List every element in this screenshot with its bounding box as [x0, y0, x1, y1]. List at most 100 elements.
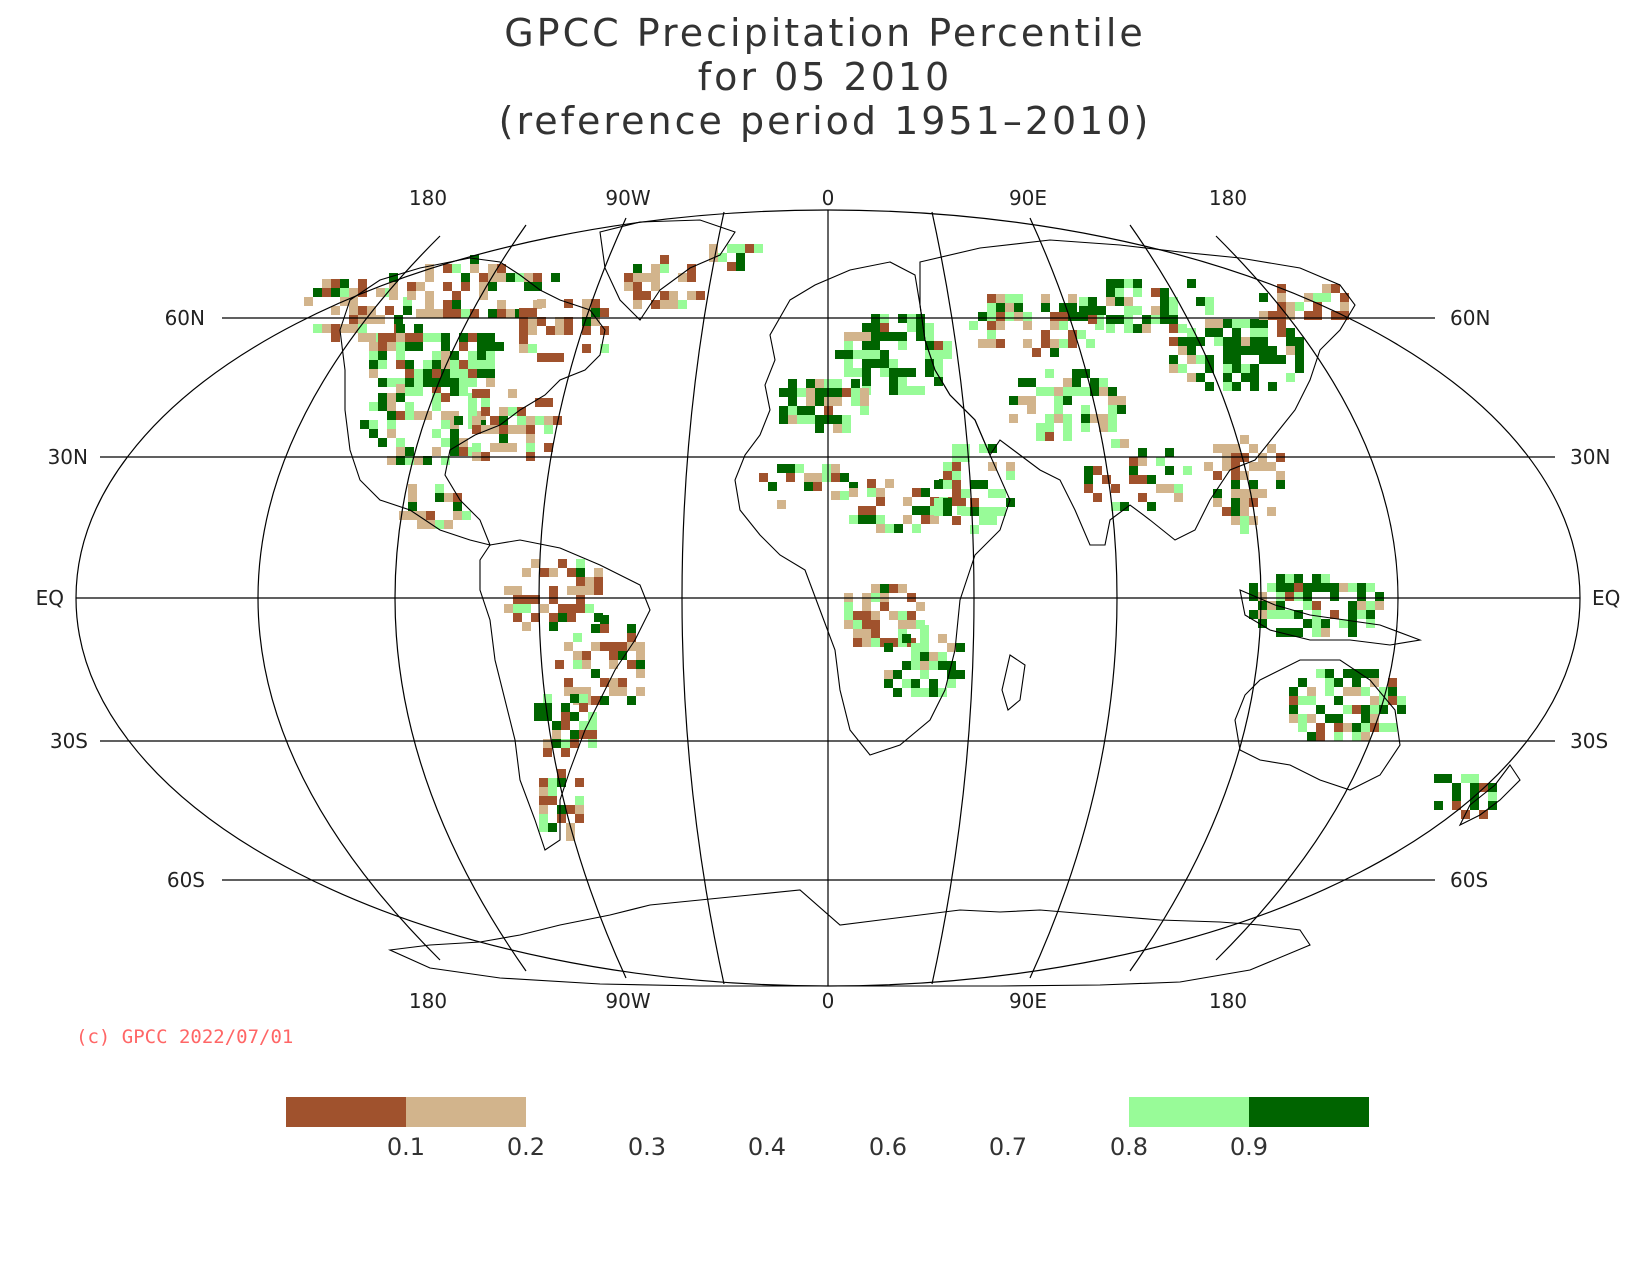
- precip-cell: [490, 443, 499, 452]
- precip-cell: [369, 420, 378, 429]
- precip-cell: [414, 369, 423, 378]
- precip-cell: [1304, 311, 1313, 320]
- precip-cell: [1241, 364, 1250, 373]
- precip-cell: [600, 624, 609, 633]
- precip-cell: [1325, 669, 1334, 678]
- precip-cell: [709, 244, 718, 253]
- precip-cell: [539, 823, 548, 832]
- precip-cell: [1249, 610, 1258, 619]
- precip-cell: [387, 393, 396, 402]
- precip-cell: [797, 388, 806, 397]
- precip-cell: [911, 661, 920, 670]
- precip-cell: [579, 721, 588, 730]
- precip-cell: [1232, 337, 1241, 346]
- precip-cell: [952, 516, 961, 525]
- precip-cell: [472, 443, 481, 452]
- precip-cell: [468, 351, 477, 360]
- precip-cell: [1258, 462, 1267, 471]
- precip-cell: [1249, 583, 1258, 592]
- precip-cell: [1294, 610, 1303, 619]
- precip-cell: [1222, 444, 1231, 453]
- precip-cell: [1285, 574, 1294, 583]
- precip-cell: [1106, 297, 1115, 306]
- precip-cell: [1090, 414, 1099, 423]
- precip-cell: [1352, 669, 1361, 678]
- precip-cell: [1187, 346, 1196, 355]
- precip-cell: [1232, 346, 1241, 355]
- precip-cell: [548, 787, 557, 796]
- precip-cell: [1214, 319, 1223, 328]
- precip-cell: [871, 629, 880, 638]
- precip-cell: [488, 264, 497, 273]
- lon-label-top-90e: 90E: [1009, 186, 1047, 210]
- precip-cell: [358, 306, 367, 315]
- precip-cell: [853, 638, 862, 647]
- precip-cell: [920, 652, 929, 661]
- precip-cell: [842, 415, 851, 424]
- precip-cell: [331, 279, 340, 288]
- precip-cell: [1240, 435, 1249, 444]
- precip-cell: [898, 386, 907, 395]
- precip-cell: [934, 507, 943, 516]
- precip-cell: [1178, 324, 1187, 333]
- precip-cell: [1063, 387, 1072, 396]
- precip-cell: [1106, 288, 1115, 297]
- precip-cell: [978, 312, 987, 321]
- precip-cell: [1268, 355, 1277, 364]
- precip-cell: [526, 416, 535, 425]
- precip-cell: [535, 416, 544, 425]
- precip-cell: [486, 342, 495, 351]
- precip-cell: [528, 317, 537, 326]
- precip-cell: [844, 341, 853, 350]
- precip-cell: [1079, 297, 1088, 306]
- precip-cell: [779, 406, 788, 415]
- precip-cell: [543, 748, 552, 757]
- precip-cell: [1231, 489, 1240, 498]
- precip-cell: [1348, 628, 1357, 637]
- precip-cell: [539, 787, 548, 796]
- coast-greenland: [599, 219, 736, 321]
- precip-cell: [313, 324, 322, 333]
- precip-cell: [660, 255, 669, 264]
- precip-cell: [555, 660, 564, 669]
- precip-cell: [450, 429, 459, 438]
- precip-cell: [853, 620, 862, 629]
- precip-cell: [1059, 303, 1068, 312]
- precip-cell: [1108, 414, 1117, 423]
- precip-cell: [549, 586, 558, 595]
- precip-cell: [1352, 732, 1361, 741]
- legend-label-0-8: 0.8: [1110, 1133, 1148, 1161]
- precip-cell: [1295, 355, 1304, 364]
- precip-cell: [1014, 303, 1023, 312]
- precip-cell: [1259, 293, 1268, 302]
- precip-cell: [508, 407, 517, 416]
- meridian-e45: [931, 211, 975, 985]
- precip-cell: [1090, 378, 1099, 387]
- precip-cell: [1014, 312, 1023, 321]
- precip-cell: [871, 638, 880, 647]
- precip-cell: [916, 602, 925, 611]
- precip-cell: [1196, 355, 1205, 364]
- precip-cell: [912, 506, 921, 515]
- precip-cell: [1223, 346, 1232, 355]
- precip-cell: [956, 670, 965, 679]
- precip-cell: [540, 604, 549, 613]
- precip-cell: [414, 378, 423, 387]
- precip-cell: [627, 633, 636, 642]
- precip-cell: [432, 429, 441, 438]
- precip-cell: [481, 389, 490, 398]
- precip-cell: [461, 309, 470, 318]
- precip-cell: [609, 651, 618, 660]
- precip-cell: [425, 291, 434, 300]
- lat-label-right-60n: 60N: [1450, 306, 1490, 330]
- precip-cell: [1041, 339, 1050, 348]
- precip-cell: [842, 388, 851, 397]
- precip-cell: [369, 342, 378, 351]
- precip-cell: [880, 350, 889, 359]
- precip-cell: [1388, 696, 1397, 705]
- precip-cell: [925, 341, 934, 350]
- precip-cell: [987, 330, 996, 339]
- precip-cell: [1325, 714, 1334, 723]
- precip-cell: [1081, 414, 1090, 423]
- precip-cell: [432, 333, 441, 342]
